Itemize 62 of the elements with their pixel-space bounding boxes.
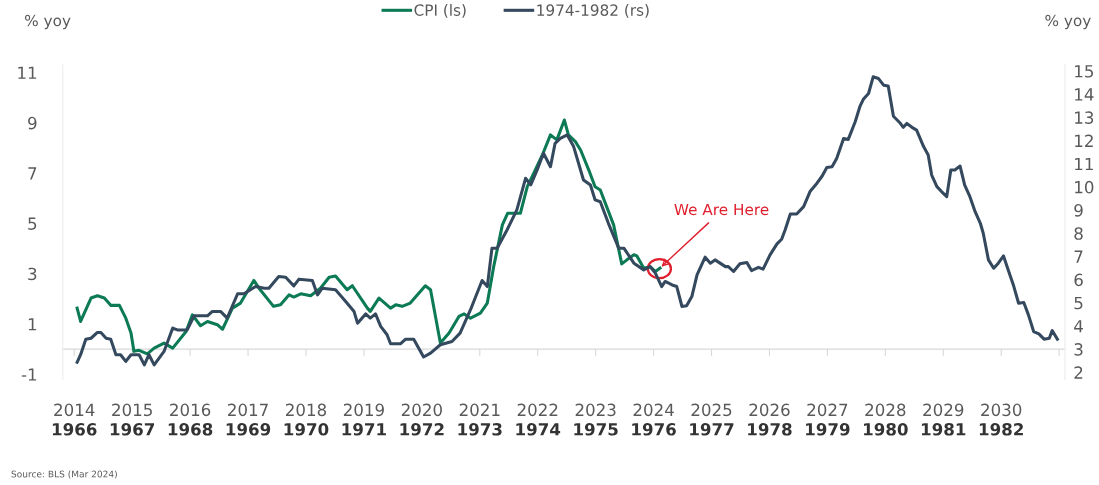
x-tick-label: 2023 bbox=[575, 403, 616, 417]
x2-tick-label: 1976 bbox=[632, 423, 676, 436]
x-tick-label: 2028 bbox=[865, 403, 906, 417]
line-series bbox=[75, 75, 1059, 367]
annotation: We Are Here bbox=[674, 203, 769, 216]
y2-tick-label: 7 bbox=[1074, 250, 1083, 263]
y-tick-label: 11 bbox=[18, 66, 37, 79]
y2-tick-label: 12 bbox=[1075, 134, 1093, 147]
x-tick-label: 2021 bbox=[459, 403, 500, 417]
y-tick-label: 7 bbox=[28, 167, 37, 180]
x-tick-label: 2020 bbox=[401, 403, 442, 417]
y2-tick-label: 5 bbox=[1074, 296, 1083, 310]
x2-tick-label: 1981 bbox=[921, 423, 966, 436]
y2-tick-label: 3 bbox=[1074, 343, 1083, 356]
x-tick-label: 2014 bbox=[54, 403, 95, 417]
y2-tick-label: 6 bbox=[1074, 273, 1083, 287]
x-tick-label: 2016 bbox=[170, 403, 211, 417]
x2-tick-label: 1977 bbox=[690, 423, 734, 436]
x-tick-label: 2024 bbox=[633, 403, 674, 417]
x-tick-label: 2026 bbox=[749, 403, 790, 417]
x2-tick-label: 1979 bbox=[806, 423, 850, 436]
y2-tick-label: 11 bbox=[1075, 157, 1093, 171]
y2-tick-label: 14 bbox=[1075, 88, 1094, 101]
legend-label: CPI (ls) bbox=[414, 4, 466, 18]
y-tick-label: -1 bbox=[21, 368, 37, 381]
y-tick-label: 3 bbox=[28, 267, 37, 281]
x2-tick-label: 1982 bbox=[979, 423, 1023, 436]
x-tick-label: 2030 bbox=[981, 403, 1022, 417]
x-tick-label: 2027 bbox=[807, 403, 848, 417]
y-tick-label: 5 bbox=[28, 217, 37, 230]
y-tick-label: 1 bbox=[28, 318, 37, 331]
x2-tick-label: 1971 bbox=[342, 423, 386, 436]
y2-tick-label: 15 bbox=[1075, 65, 1094, 78]
x-tick-label: 2029 bbox=[923, 403, 964, 417]
y2-tick-label: 9 bbox=[1074, 204, 1083, 217]
y2-tick-label: 10 bbox=[1075, 180, 1094, 194]
x-tick-label: 2018 bbox=[285, 403, 327, 417]
x2-tick-label: 1978 bbox=[748, 423, 792, 436]
y2-tick-label: 8 bbox=[1074, 227, 1083, 240]
x2-tick-label: 1968 bbox=[168, 423, 213, 436]
y2-tick-label: 2 bbox=[1074, 366, 1083, 379]
legend-label: 1974-1982 (rs) bbox=[537, 4, 649, 18]
y2-tick-label: 4 bbox=[1074, 320, 1083, 333]
x2-tick-label: 1966 bbox=[52, 423, 97, 436]
source-note: Source: BLS (Mar 2024) bbox=[11, 470, 117, 479]
x-tick-label: 2017 bbox=[228, 403, 268, 417]
y2-axis-title: % yoy bbox=[1045, 14, 1091, 30]
y2-tick-label: 13 bbox=[1075, 111, 1094, 124]
x2-tick-label: 1972 bbox=[400, 423, 444, 436]
x2-tick-label: 1969 bbox=[226, 423, 271, 436]
x-tick-label: 2019 bbox=[343, 403, 384, 417]
x-tick-label: 2015 bbox=[112, 403, 152, 417]
y-axis-title: % yoy bbox=[25, 14, 71, 30]
x-tick-label: 2025 bbox=[691, 403, 732, 417]
x2-tick-label: 1975 bbox=[574, 423, 618, 436]
x2-tick-label: 1974 bbox=[516, 423, 561, 436]
x2-tick-label: 1967 bbox=[110, 423, 155, 436]
x2-tick-label: 1980 bbox=[864, 423, 908, 436]
x2-tick-label: 1970 bbox=[284, 423, 329, 436]
y-tick-label: 9 bbox=[28, 116, 37, 130]
x-tick-label: 2022 bbox=[517, 403, 558, 417]
x2-tick-label: 1973 bbox=[458, 423, 502, 436]
